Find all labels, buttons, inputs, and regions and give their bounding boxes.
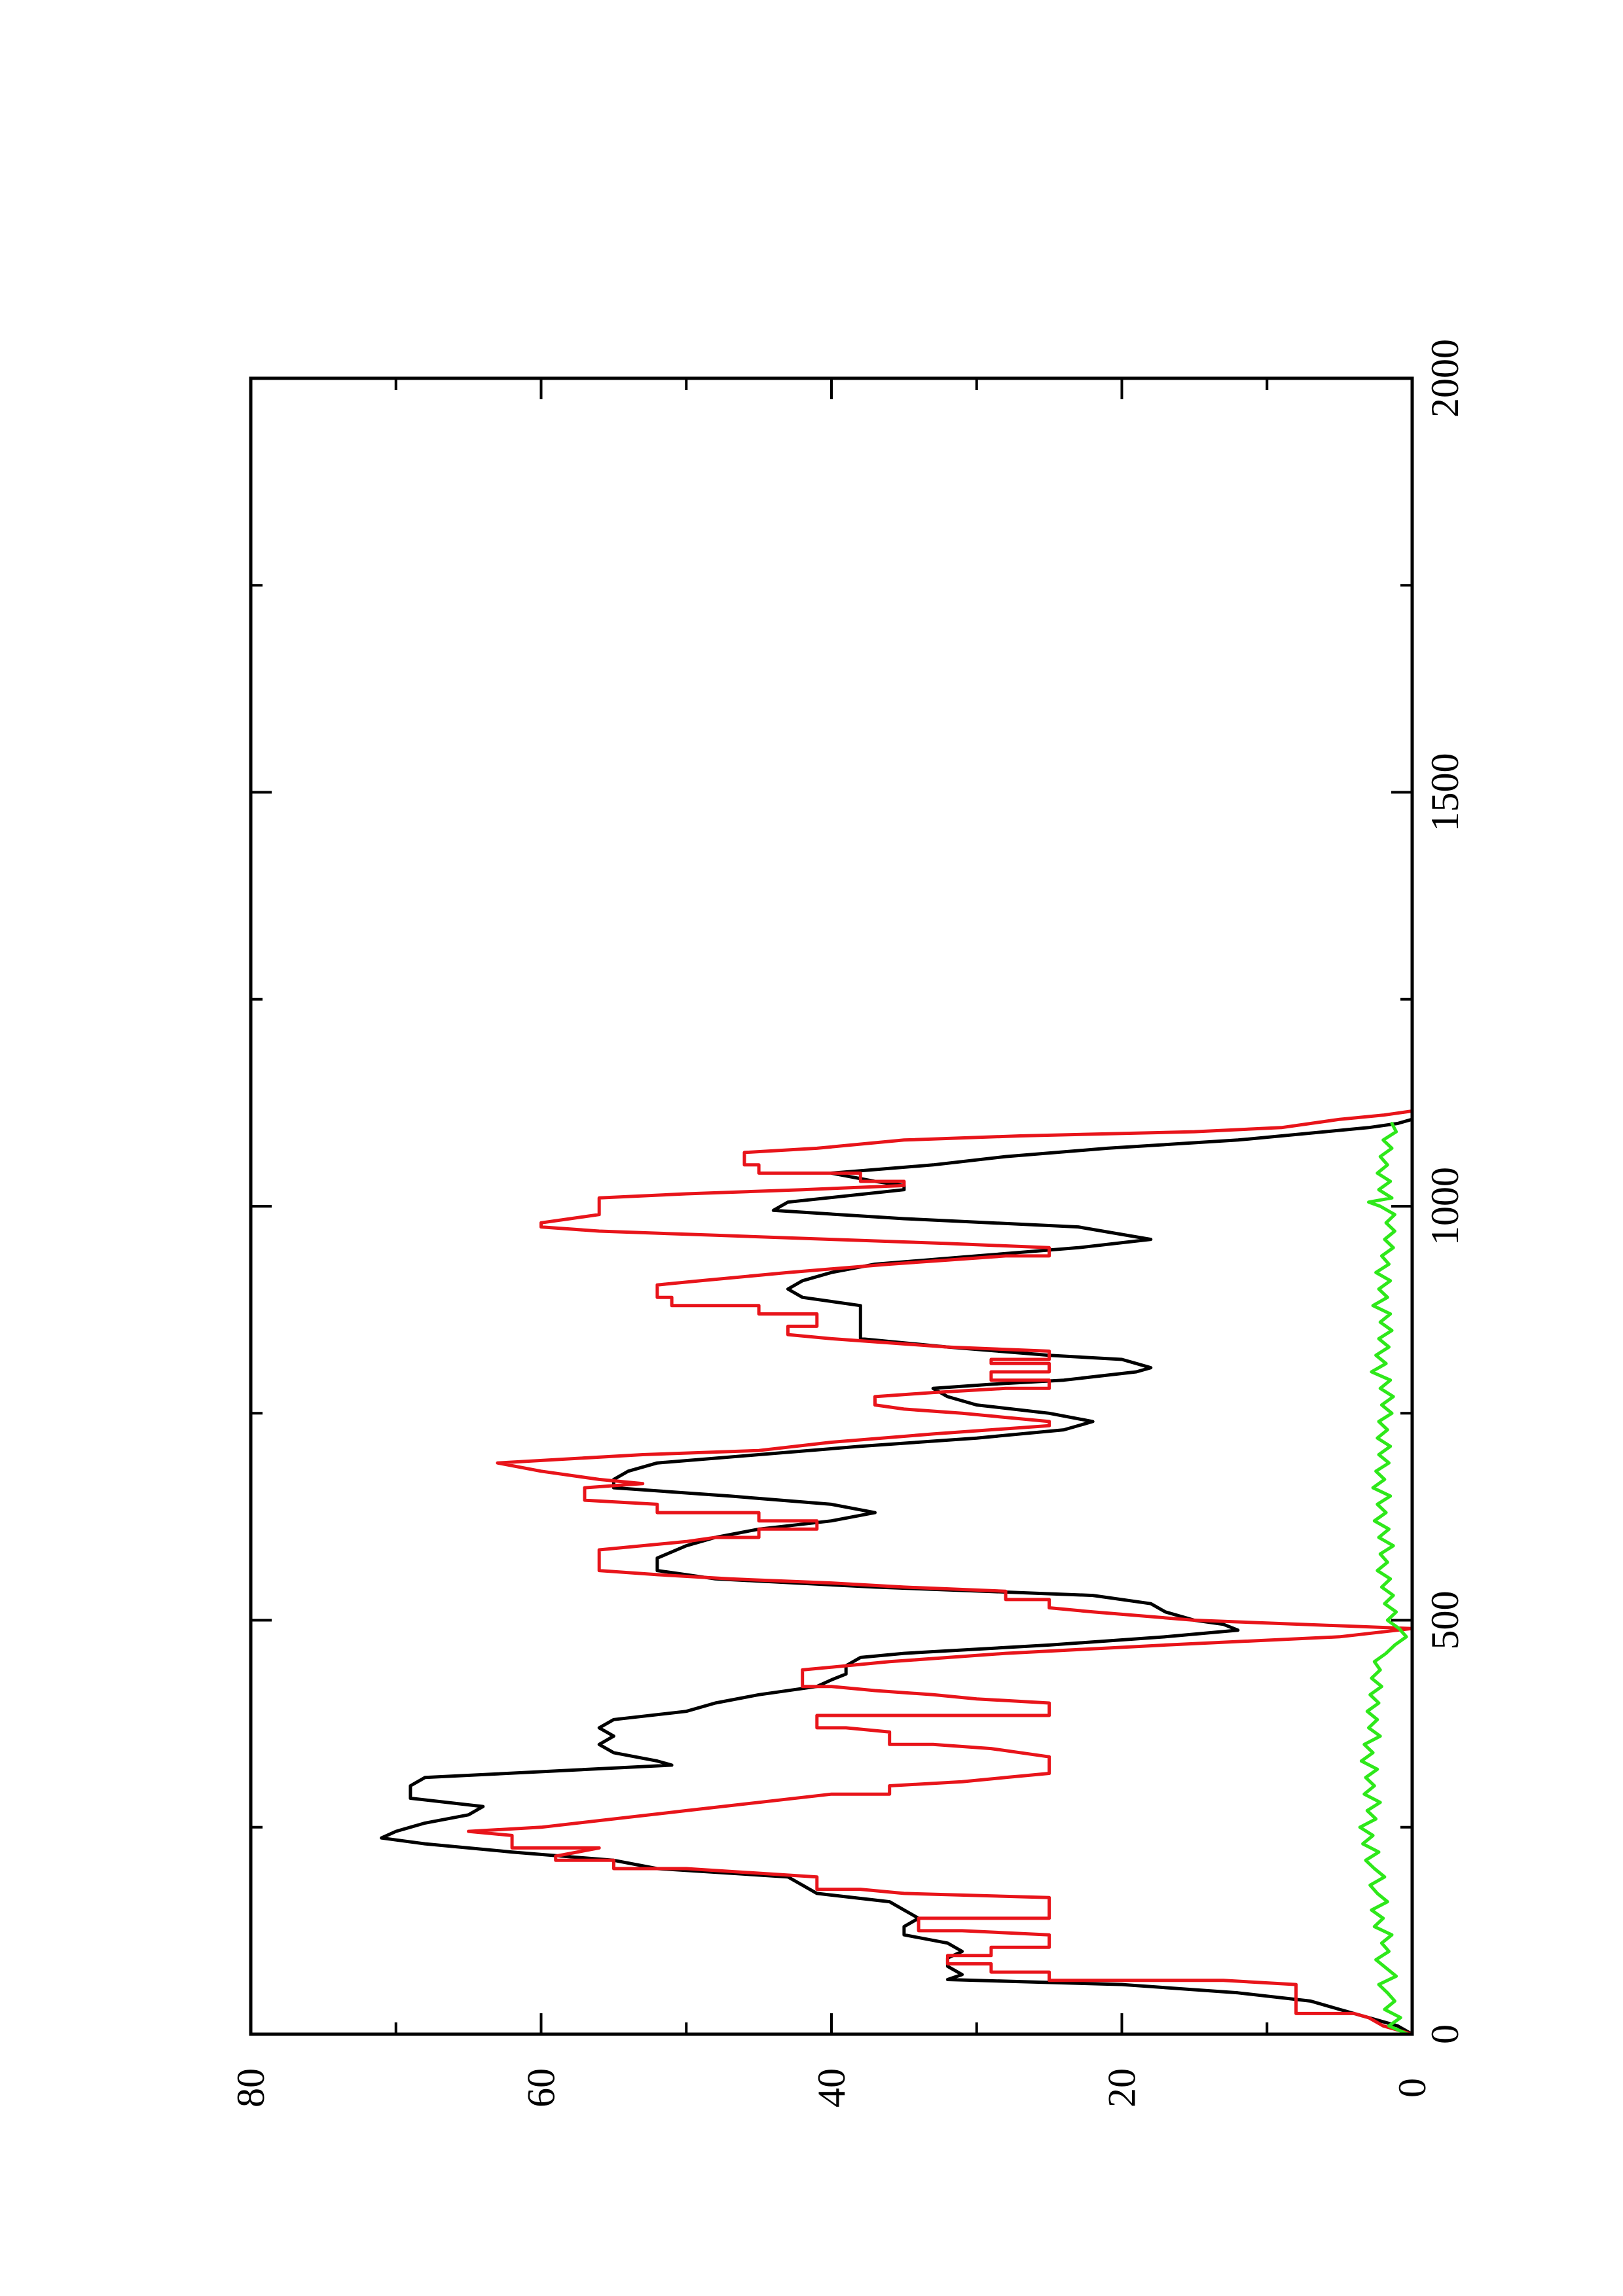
y-tick-label-80: 80 (229, 2068, 272, 2108)
x-tick-label-500: 500 (1423, 1591, 1467, 1650)
y-tick-label-40: 40 (810, 2068, 853, 2108)
plot-frame (249, 376, 1414, 2036)
tick-labels-layer: 0 500 1000 1500 2000 0 20 40 60 80 (229, 339, 1467, 2108)
y-tick-label-0: 0 (1391, 2078, 1434, 2098)
y-tick-label-60: 60 (520, 2068, 563, 2108)
series-layer (380, 1109, 1414, 2036)
x-tick-label-1000: 1000 (1423, 1167, 1467, 1246)
series-line-2 (467, 1109, 1414, 2036)
series-line-3 (1358, 1122, 1410, 2036)
y-tick-label-20: 20 (1101, 2068, 1144, 2108)
x-tick-label-1500: 1500 (1423, 753, 1467, 832)
x-tick-label-2000: 2000 (1423, 339, 1467, 418)
x-tick-label-0: 0 (1423, 2024, 1467, 2044)
